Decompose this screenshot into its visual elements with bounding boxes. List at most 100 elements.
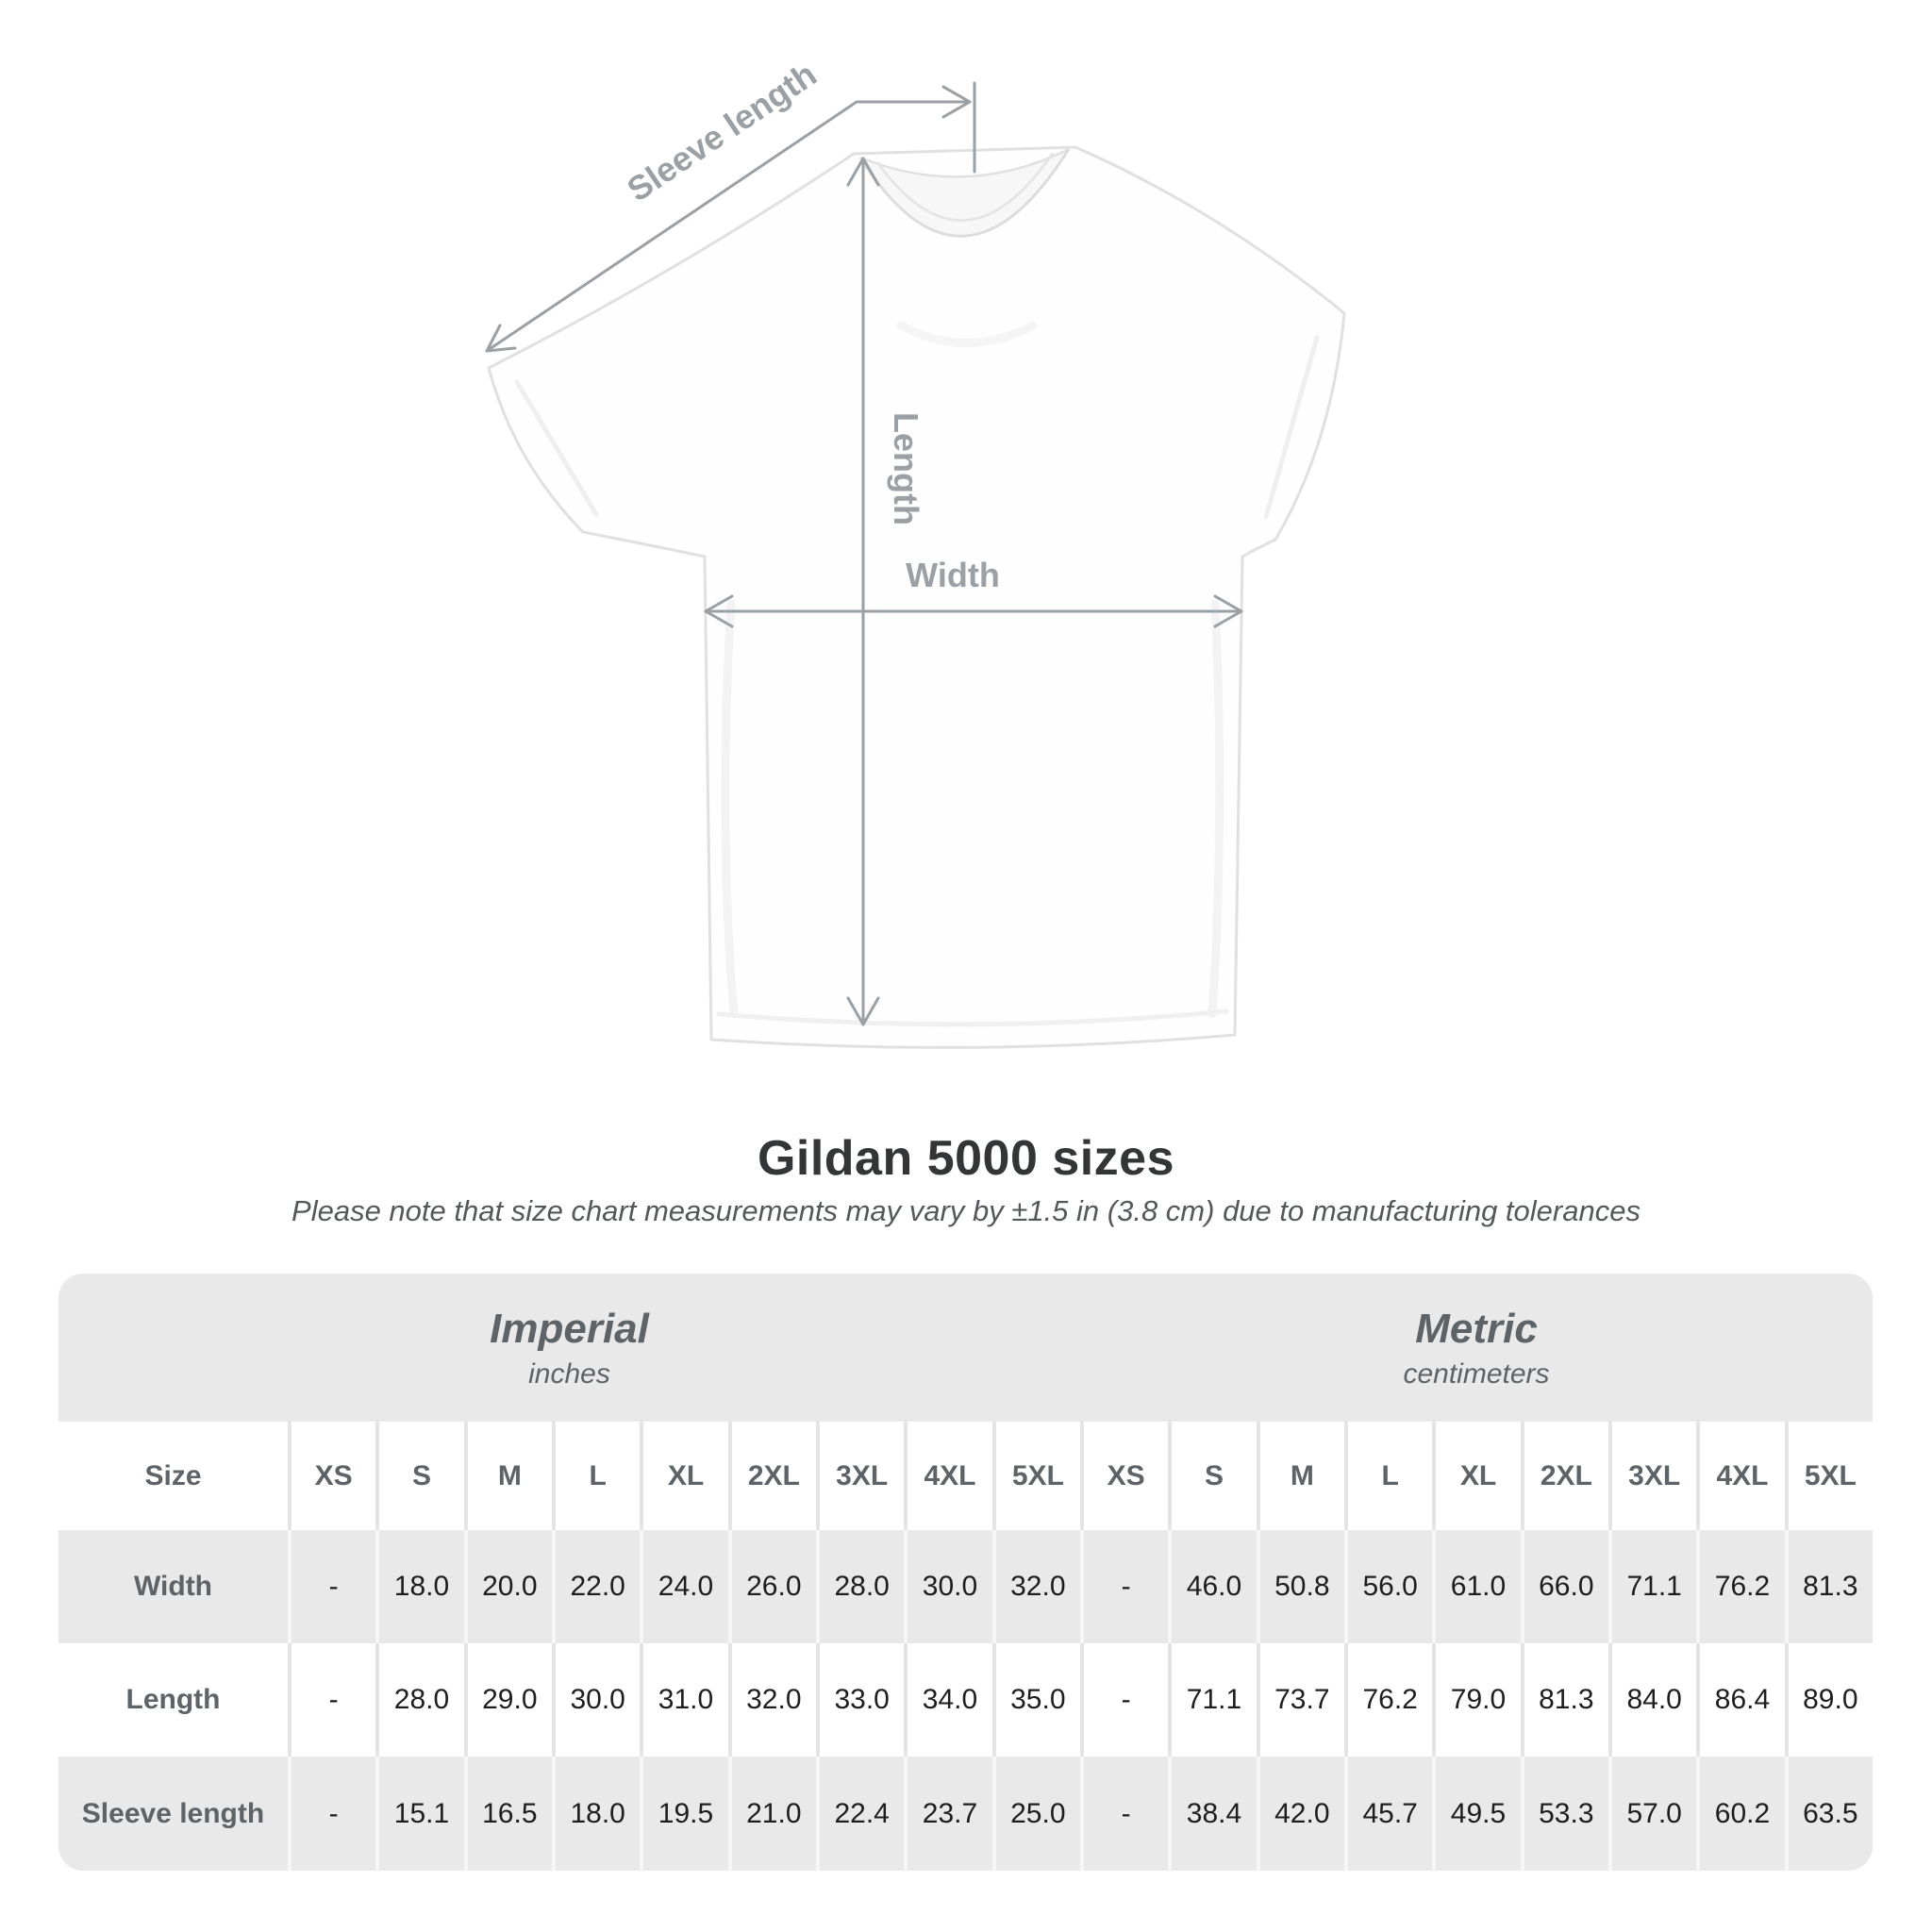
- length-label: Length: [887, 412, 925, 525]
- length-arrowhead-top: [846, 157, 880, 187]
- measurement-cell: 31.0: [640, 1643, 727, 1757]
- size-table: Imperial inches Metric centimeters Size X…: [58, 1274, 1873, 1871]
- metric-title: Metric: [1415, 1305, 1538, 1352]
- tshirt-outline: [487, 145, 1346, 1049]
- tolerance-note: Please note that size chart measurements…: [291, 1194, 1641, 1227]
- measurement-cell: 86.4: [1696, 1643, 1784, 1757]
- measurement-cell: 16.5: [463, 1757, 552, 1871]
- imperial-unit-label: inches: [528, 1357, 610, 1390]
- body-shade-left: [721, 599, 739, 1019]
- measurement-cell: 30.0: [904, 1530, 991, 1643]
- measurement-cell: 89.0: [1784, 1643, 1873, 1757]
- measurement-cell: 76.2: [1344, 1643, 1432, 1757]
- measurement-cell: 21.0: [727, 1757, 816, 1871]
- tshirt-diagram: Sleeve length Length Width: [485, 55, 1346, 1049]
- measurement-cell: 66.0: [1520, 1530, 1608, 1643]
- row-label: Width: [133, 1571, 213, 1602]
- row-label: Length: [125, 1684, 221, 1715]
- size-header-imperial-xl: XL: [640, 1422, 727, 1530]
- measurement-cell: 24.0: [640, 1530, 727, 1643]
- measurement-cell: 60.2: [1696, 1757, 1784, 1871]
- data-row-2: Sleeve length -15.1 16.5 18.0 19.5 21.0 22.4 23…: [58, 1757, 1873, 1871]
- sleeve-elbow-arrowhead: [941, 85, 972, 119]
- width-arrowhead-left: [704, 594, 734, 628]
- measurement-cell: 30.0: [552, 1643, 640, 1757]
- measurement-cell: 53.3: [1520, 1757, 1608, 1871]
- measurement-cell: 42.0: [1256, 1757, 1344, 1871]
- measurement-cell: 38.4: [1168, 1757, 1256, 1871]
- collar-back-seam: [859, 147, 1070, 178]
- metric-header: Metric centimeters: [1080, 1274, 1873, 1422]
- measurement-cell: 71.1: [1168, 1643, 1256, 1757]
- size-header-metric-3xl: 3XL: [1608, 1422, 1696, 1530]
- measurement-cell: -: [1080, 1643, 1168, 1757]
- measurement-cell: 71.1: [1608, 1530, 1696, 1643]
- measurement-cell: 63.5: [1784, 1757, 1873, 1871]
- measurement-cell: -: [288, 1530, 375, 1643]
- size-header-metric-5xl: 5XL: [1784, 1422, 1873, 1530]
- size-header-metric-m: M: [1256, 1422, 1344, 1530]
- measurement-cell: 50.8: [1256, 1530, 1344, 1643]
- measurement-cell: 81.3: [1520, 1643, 1608, 1757]
- data-row-1: Length -28.0 29.0 30.0 31.0 32.0 33.0 34.0 35.0-…: [58, 1643, 1873, 1757]
- size-header-metric-xl: XL: [1432, 1422, 1520, 1530]
- measurement-cell: 32.0: [991, 1530, 1080, 1643]
- sleeve-measure-line: [485, 100, 972, 353]
- collar-inner-seam: [875, 152, 1055, 222]
- imperial-title: Imperial: [490, 1305, 649, 1352]
- size-header-imperial-5xl: 5XL: [991, 1422, 1080, 1530]
- size-header-metric-xs: XS: [1080, 1422, 1168, 1530]
- sleeve-seam-right: [1263, 335, 1320, 520]
- size-header-imperial-3xl: 3XL: [816, 1422, 904, 1530]
- sleeve-length-label: Sleeve length: [620, 55, 823, 209]
- data-row-0: Width -18.0 20.0 22.0 24.0 26.0 28.0 30.0 32.0-4…: [58, 1530, 1873, 1643]
- size-header-imperial-m: M: [463, 1422, 552, 1530]
- body-shade-right: [1208, 599, 1224, 1019]
- measurement-cell: 61.0: [1432, 1530, 1520, 1643]
- size-header-metric-2xl: 2XL: [1520, 1422, 1608, 1530]
- size-header-metric-4xl: 4XL: [1696, 1422, 1784, 1530]
- measurement-cell: 22.4: [816, 1757, 904, 1871]
- size-header-row: Size XS S M L XL 2XL 3XL 4XL 5XL XS S M L XL 2XL 3XL 4XL 5…: [58, 1422, 1873, 1530]
- hem-seam: [716, 1008, 1229, 1027]
- size-header-imperial-4xl: 4XL: [904, 1422, 991, 1530]
- size-column-header: Size: [144, 1459, 202, 1491]
- row-label: Sleeve length: [81, 1797, 265, 1829]
- measurement-cell: 33.0: [816, 1643, 904, 1757]
- measurement-cell: 79.0: [1432, 1643, 1520, 1757]
- measurement-cell: 15.1: [375, 1757, 463, 1871]
- measurement-cell: 23.7: [904, 1757, 991, 1871]
- measurement-cell: 35.0: [991, 1643, 1080, 1757]
- neck-opening-shade: [860, 149, 1069, 237]
- measurement-cell: 25.0: [991, 1757, 1080, 1871]
- measurement-cell: 32.0: [727, 1643, 816, 1757]
- measurement-cell: -: [1080, 1757, 1168, 1871]
- measurement-cell: 84.0: [1608, 1643, 1696, 1757]
- measurement-cell: -: [1080, 1530, 1168, 1643]
- metric-unit-label: centimeters: [1403, 1357, 1550, 1390]
- measurement-cell: 57.0: [1608, 1757, 1696, 1871]
- measurement-cell: 28.0: [816, 1530, 904, 1643]
- measurement-cell: 18.0: [552, 1757, 640, 1871]
- size-header-imperial-xs: XS: [288, 1422, 375, 1530]
- width-arrowhead-right: [1213, 594, 1243, 628]
- size-header-imperial-l: L: [552, 1422, 640, 1530]
- page-title: Gildan 5000 sizes: [757, 1131, 1175, 1186]
- measurement-cell: 22.0: [552, 1530, 640, 1643]
- measurement-cell: 34.0: [904, 1643, 991, 1757]
- length-arrowhead-bottom: [846, 996, 880, 1026]
- measurement-cell: 81.3: [1784, 1530, 1873, 1643]
- measurement-cell: 18.0: [375, 1530, 463, 1643]
- collar-outer-seam: [858, 148, 1071, 238]
- measurement-cell: 20.0: [463, 1530, 552, 1643]
- measurement-cell: 49.5: [1432, 1757, 1520, 1871]
- sleeve-arrowhead: [485, 324, 517, 353]
- units-header-row: Imperial inches Metric centimeters: [58, 1274, 1873, 1422]
- measurement-cell: 76.2: [1696, 1530, 1784, 1643]
- measurement-cell: 26.0: [727, 1530, 816, 1643]
- measurement-cell: -: [288, 1757, 375, 1871]
- measurement-cell: 73.7: [1256, 1643, 1344, 1757]
- size-header-metric-l: L: [1344, 1422, 1432, 1530]
- size-header-metric-s: S: [1168, 1422, 1256, 1530]
